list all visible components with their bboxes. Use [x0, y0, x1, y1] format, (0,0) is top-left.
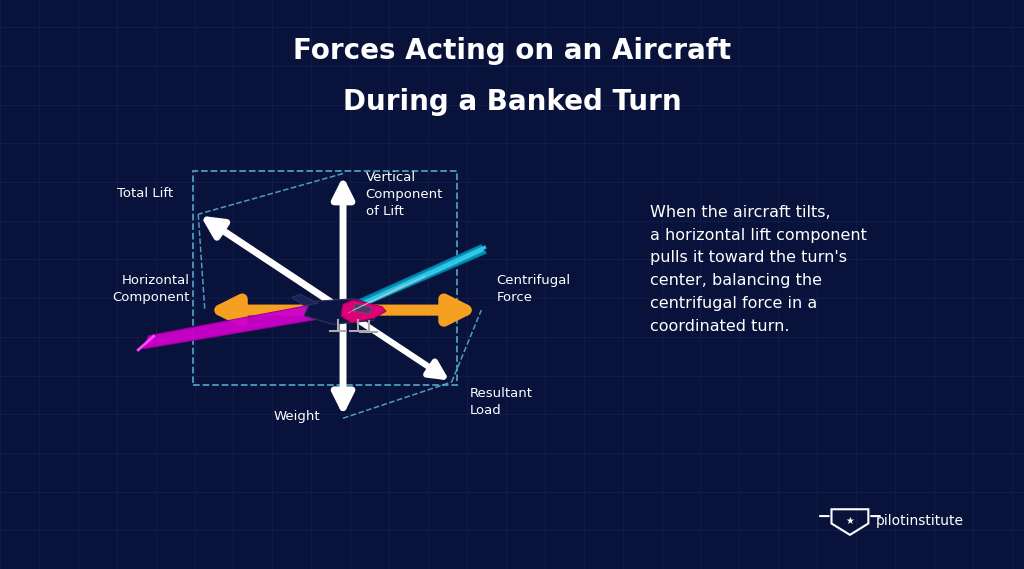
Polygon shape: [292, 294, 317, 306]
Polygon shape: [341, 300, 386, 323]
Text: When the aircraft tilts,
a horizontal lift component
pulls it toward the turn's
: When the aircraft tilts, a horizontal li…: [650, 205, 867, 334]
Text: During a Banked Turn: During a Banked Turn: [343, 88, 681, 117]
Polygon shape: [348, 245, 486, 313]
Text: Forces Acting on an Aircraft: Forces Acting on an Aircraft: [293, 37, 731, 65]
Text: Horizontal
Component: Horizontal Component: [112, 274, 189, 304]
Text: Weight: Weight: [273, 410, 321, 423]
Text: Centrifugal
Force: Centrifugal Force: [497, 274, 570, 304]
Text: ★: ★: [846, 516, 854, 526]
Polygon shape: [143, 300, 338, 349]
Text: pilotinstitute: pilotinstitute: [876, 514, 964, 527]
Polygon shape: [304, 299, 379, 324]
Polygon shape: [353, 303, 372, 314]
Text: Resultant
Load: Resultant Load: [470, 386, 534, 417]
Bar: [194, 171, 457, 385]
Text: Total Lift: Total Lift: [117, 187, 173, 200]
Text: Vertical
Component
of Lift: Vertical Component of Lift: [366, 171, 443, 218]
